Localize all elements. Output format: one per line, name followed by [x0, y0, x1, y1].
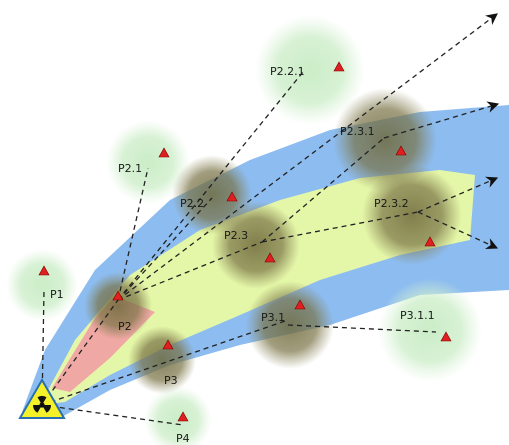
marker-p2-3-1: [395, 145, 407, 156]
marker-p1: [38, 265, 50, 276]
label-p2-3-1: P2.3.1: [340, 125, 375, 138]
marker-p3-1-1: [440, 331, 452, 342]
path-p2-far-arrow: [117, 13, 498, 301]
label-p3-1: P3.1: [261, 311, 285, 324]
zone-p2-2-1: [255, 15, 365, 125]
node-markers: [38, 61, 452, 422]
zone-p1: [6, 249, 78, 321]
path-p2-3-2-arrow-down: [417, 211, 499, 249]
label-p2-1: P2.1: [118, 162, 142, 175]
marker-p2-1: [158, 147, 170, 158]
path-source-p3: [41, 319, 289, 406]
path-source-p2: [41, 299, 119, 406]
marker-p2-3-2: [424, 236, 436, 247]
marker-p2-2-1: [333, 61, 345, 72]
label-p1: P1: [50, 288, 64, 301]
path-source-p4: [41, 404, 184, 426]
path-p2-p2-2-1: [117, 71, 304, 301]
zone-p3-1-1: [378, 278, 482, 382]
label-p2-3-2: P2.3.2: [374, 197, 409, 210]
radiation-source-icon: [18, 378, 66, 419]
path-p2-p2-1: [117, 167, 149, 301]
path-p3-1-p3-1-1: [287, 324, 437, 333]
zone-p3: [128, 326, 196, 394]
zone-p2-3-2: [362, 165, 462, 265]
path-p2-p2-3: [117, 241, 263, 301]
label-p4: P4: [176, 432, 190, 445]
marker-p2-2: [226, 191, 238, 202]
label-p2-2-1: P2.2.1: [270, 65, 305, 78]
label-p3-1-1: P3.1.1: [400, 309, 435, 322]
label-p3: P3: [164, 374, 178, 387]
marker-p3-1: [294, 299, 306, 310]
label-p2-3: P2.3: [224, 229, 248, 242]
zone-p4: [144, 386, 212, 445]
marker-p2-3: [264, 252, 276, 263]
marker-p3: [162, 339, 174, 350]
node-labels: P1 P2 P2.1 P2.2 P2.2.1 P2.3 P2.3.1 P2.3.…: [50, 65, 435, 445]
marker-p4: [177, 411, 189, 422]
label-p2-2: P2.2: [180, 197, 204, 210]
zone-p2-1: [106, 120, 190, 204]
label-p2: P2: [118, 320, 132, 333]
marker-p2: [112, 290, 124, 301]
path-p2-3-1-arrow: [383, 101, 500, 139]
